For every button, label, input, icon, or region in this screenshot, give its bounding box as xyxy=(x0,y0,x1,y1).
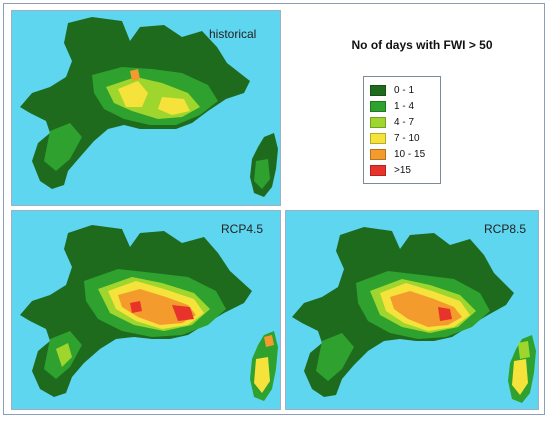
island-high-zone xyxy=(512,359,528,395)
panel-historical: historical xyxy=(11,10,281,206)
legend-label: >15 xyxy=(394,164,411,176)
island-rcp45 xyxy=(250,331,278,401)
island-rcp85 xyxy=(508,335,536,403)
legend-label: 0 - 1 xyxy=(394,84,415,96)
mainland-rcp85 xyxy=(292,227,514,397)
figure: historical No of days with FWI > 50 0 - … xyxy=(3,3,545,415)
legend-item: 7 - 10 xyxy=(370,130,440,146)
legend-item: 10 - 15 xyxy=(370,146,440,162)
panel-label-historical: historical xyxy=(209,27,257,41)
mainland-veryhigh-spot xyxy=(130,69,140,81)
panel-label-rcp45: RCP4.5 xyxy=(221,222,264,236)
map-rcp45 xyxy=(20,225,278,401)
legend-label: 1 - 4 xyxy=(394,100,415,112)
map-historical xyxy=(20,17,278,197)
legend-swatch xyxy=(370,132,386,144)
island-light-zone xyxy=(254,159,270,189)
coast-green-west xyxy=(316,333,354,381)
legend-label: 7 - 10 xyxy=(394,132,420,144)
mainland-extreme-spot xyxy=(438,307,452,321)
coast-mid-west xyxy=(56,343,72,367)
panel-label-rcp85: RCP8.5 xyxy=(484,222,527,236)
map-rcp85 xyxy=(292,227,536,403)
island-veryhigh-spot xyxy=(264,335,274,347)
mainland-high-zone-1 xyxy=(118,81,148,107)
mainland-extreme-spot-2 xyxy=(130,301,142,313)
coast-green-west xyxy=(44,123,82,171)
legend-title: No of days with FWI > 50 xyxy=(351,38,493,52)
panel-rcp45: RCP4.5 xyxy=(11,210,281,410)
mainland-rcp45 xyxy=(20,225,252,397)
legend-item: 4 - 7 xyxy=(370,114,440,130)
panel-rcp85: RCP8.5 xyxy=(285,210,539,410)
island-historical xyxy=(250,133,278,197)
legend-item: >15 xyxy=(370,162,440,178)
legend-label: 4 - 7 xyxy=(394,116,415,128)
mainland-extreme-spot-1 xyxy=(172,305,194,321)
legend-swatch xyxy=(370,116,386,128)
legend-item: 1 - 4 xyxy=(370,98,440,114)
legend-swatch xyxy=(370,164,386,176)
mainland-historical xyxy=(20,17,250,189)
island-mid-zone xyxy=(518,341,530,359)
island-high-zone xyxy=(254,357,270,393)
legend-swatch xyxy=(370,100,386,112)
legend: 0 - 1 1 - 4 4 - 7 7 - 10 10 - 15 >15 xyxy=(363,76,441,184)
legend-item: 0 - 1 xyxy=(370,82,440,98)
legend-label: 10 - 15 xyxy=(394,148,426,160)
legend-swatch xyxy=(370,84,386,96)
legend-swatch xyxy=(370,148,386,160)
mainland-high-zone-2 xyxy=(158,97,190,115)
